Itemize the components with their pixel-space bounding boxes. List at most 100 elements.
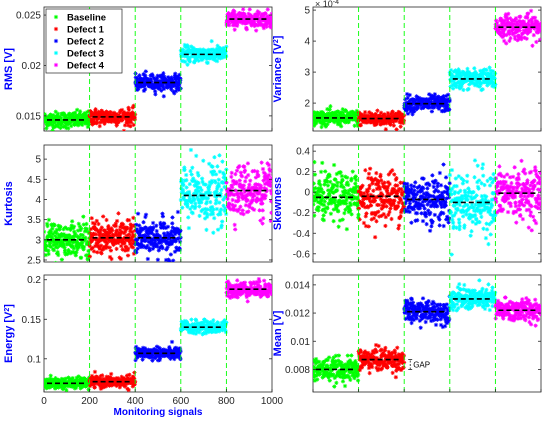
data-point bbox=[200, 56, 206, 62]
data-point bbox=[315, 111, 320, 116]
data-point bbox=[402, 181, 407, 186]
data-point bbox=[49, 235, 54, 240]
data-point bbox=[371, 216, 377, 221]
data-point bbox=[76, 245, 82, 250]
data-point bbox=[479, 194, 484, 199]
data-point bbox=[204, 322, 210, 328]
data-point bbox=[114, 123, 119, 128]
data-point bbox=[260, 221, 265, 226]
data-point bbox=[361, 220, 367, 226]
data-point bbox=[449, 79, 454, 84]
data-point bbox=[209, 321, 214, 326]
data-point bbox=[187, 189, 192, 195]
data-point bbox=[429, 198, 435, 204]
data-point bbox=[474, 206, 480, 211]
data-point bbox=[81, 247, 86, 252]
data-point bbox=[266, 162, 272, 168]
data-point bbox=[395, 204, 401, 209]
data-point bbox=[85, 239, 90, 245]
data-point bbox=[98, 386, 103, 391]
data-point bbox=[327, 193, 332, 198]
data-point bbox=[416, 95, 422, 100]
data-point bbox=[61, 241, 66, 246]
data-point bbox=[461, 214, 466, 219]
data-point bbox=[83, 235, 88, 240]
data-point bbox=[478, 68, 483, 73]
data-point bbox=[161, 231, 167, 236]
data-point bbox=[61, 227, 66, 232]
data-point bbox=[44, 126, 49, 131]
data-point bbox=[123, 229, 128, 234]
data-point bbox=[247, 204, 252, 210]
data-point bbox=[221, 320, 226, 325]
data-point bbox=[91, 236, 96, 241]
data-point bbox=[503, 12, 508, 17]
data-point bbox=[452, 189, 458, 195]
data-point bbox=[139, 226, 144, 231]
data-point bbox=[233, 13, 238, 18]
data-point bbox=[262, 186, 267, 191]
data-point bbox=[517, 203, 522, 208]
data-point bbox=[45, 123, 51, 128]
data-point bbox=[47, 241, 52, 246]
data-point bbox=[321, 203, 327, 208]
data-point bbox=[422, 206, 427, 211]
data-point bbox=[516, 177, 521, 182]
data-point bbox=[319, 202, 325, 207]
data-point bbox=[87, 254, 93, 259]
data-point bbox=[260, 201, 265, 206]
data-point bbox=[468, 215, 473, 221]
data-point bbox=[262, 192, 267, 197]
data-point bbox=[528, 183, 533, 188]
data-point bbox=[146, 226, 151, 231]
data-point bbox=[403, 97, 408, 102]
data-point bbox=[249, 199, 254, 204]
data-point bbox=[261, 216, 266, 221]
data-point bbox=[451, 213, 457, 218]
data-point bbox=[62, 245, 67, 250]
data-point bbox=[456, 198, 461, 203]
data-point bbox=[313, 185, 318, 191]
data-point bbox=[263, 177, 268, 182]
data-point bbox=[530, 43, 535, 48]
data-point bbox=[219, 225, 224, 230]
data-point bbox=[344, 190, 349, 195]
data-point bbox=[514, 189, 519, 194]
data-point bbox=[155, 73, 160, 78]
data-point bbox=[388, 169, 393, 175]
data-point bbox=[441, 94, 446, 99]
data-point bbox=[313, 213, 317, 218]
data-point bbox=[67, 233, 72, 238]
data-point bbox=[85, 256, 90, 261]
data-point bbox=[150, 352, 155, 357]
data-point bbox=[396, 223, 402, 228]
data-point bbox=[80, 384, 85, 389]
data-point bbox=[126, 123, 131, 128]
data-point bbox=[248, 192, 253, 197]
data-point bbox=[394, 111, 400, 116]
data-point bbox=[127, 239, 132, 244]
data-point bbox=[168, 356, 173, 361]
data-point bbox=[538, 170, 541, 175]
data-point bbox=[48, 239, 53, 245]
data-point bbox=[499, 18, 504, 23]
data-point bbox=[484, 199, 489, 204]
data-point bbox=[380, 117, 385, 122]
kurtosis-panel-points bbox=[44, 147, 272, 262]
data-point bbox=[526, 11, 531, 16]
data-point bbox=[325, 175, 330, 180]
data-point bbox=[489, 72, 494, 77]
data-point bbox=[413, 180, 418, 185]
data-point bbox=[167, 76, 172, 81]
data-point bbox=[326, 172, 332, 177]
data-point bbox=[203, 190, 209, 195]
data-point bbox=[456, 67, 461, 72]
data-point bbox=[437, 223, 442, 228]
data-point bbox=[149, 230, 154, 236]
data-point bbox=[254, 182, 259, 187]
data-point bbox=[95, 228, 101, 233]
data-point bbox=[197, 204, 202, 209]
data-point bbox=[417, 202, 423, 207]
data-point bbox=[184, 185, 189, 190]
data-point bbox=[163, 225, 168, 231]
